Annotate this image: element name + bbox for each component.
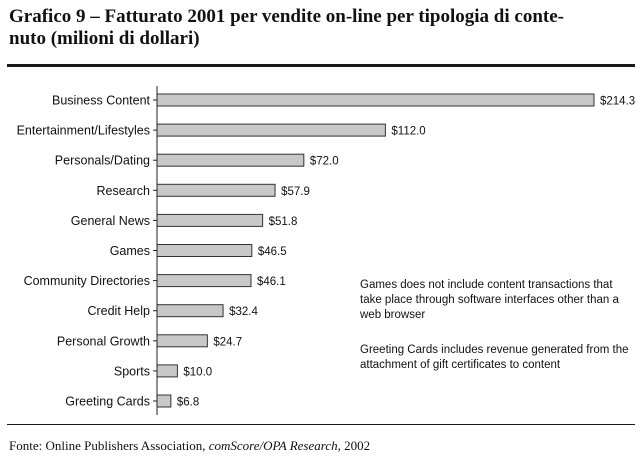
- value-label: $72.0: [310, 156, 339, 168]
- bar: [156, 93, 595, 107]
- bar: [156, 244, 253, 257]
- bar: [156, 153, 305, 167]
- source-prefix: Fonte: Online Publishers Association,: [9, 438, 209, 453]
- category-label: Research: [97, 184, 151, 198]
- bottom-rule: [7, 424, 635, 425]
- category-label: Personals/Dating: [55, 154, 150, 168]
- value-label: $32.4: [229, 306, 258, 318]
- bar: [156, 334, 208, 348]
- bar: [156, 394, 172, 408]
- bar: [156, 304, 224, 318]
- category-label: Personal Growth: [57, 334, 150, 348]
- category-label: Business Content: [52, 94, 151, 108]
- value-label: $214.3: [600, 96, 635, 108]
- category-label: Greeting Cards: [65, 395, 150, 409]
- source-citation: Fonte: Online Publishers Association, co…: [9, 438, 370, 454]
- bar: [156, 364, 178, 378]
- category-label: Games: [110, 244, 150, 258]
- note-games: Games does not include content transacti…: [360, 279, 619, 321]
- bar: [156, 183, 276, 197]
- category-label: Entertainment/Lifestyles: [17, 124, 150, 138]
- value-label: $6.8: [177, 397, 199, 409]
- value-label: $112.0: [391, 126, 425, 138]
- title-line-2: nuto (milioni di dollari): [9, 28, 200, 49]
- chart-title: Grafico 9 – Fatturato 2001 per vendite o…: [9, 6, 629, 50]
- value-label: $46.5: [258, 246, 287, 258]
- bar: [156, 123, 386, 137]
- category-label: General News: [71, 214, 150, 228]
- title-line-1: Grafico 9 – Fatturato 2001 per vendite o…: [9, 6, 564, 27]
- bar: [156, 274, 252, 288]
- bar: [156, 213, 264, 227]
- category-label: Credit Help: [87, 304, 150, 318]
- note-greeting-cards: Greeting Cards includes revenue generate…: [360, 344, 629, 371]
- top-rule: [7, 64, 635, 67]
- value-label: $24.7: [213, 336, 242, 348]
- source-italic: comScore/OPA Research: [208, 438, 338, 453]
- source-suffix: , 2002: [337, 438, 371, 453]
- value-label: $51.8: [269, 216, 298, 228]
- value-label: $46.1: [257, 276, 286, 288]
- category-label: Community Directories: [24, 274, 150, 288]
- value-label: $57.9: [281, 186, 310, 198]
- category-label: Sports: [114, 364, 150, 378]
- value-label: $10.0: [183, 366, 212, 378]
